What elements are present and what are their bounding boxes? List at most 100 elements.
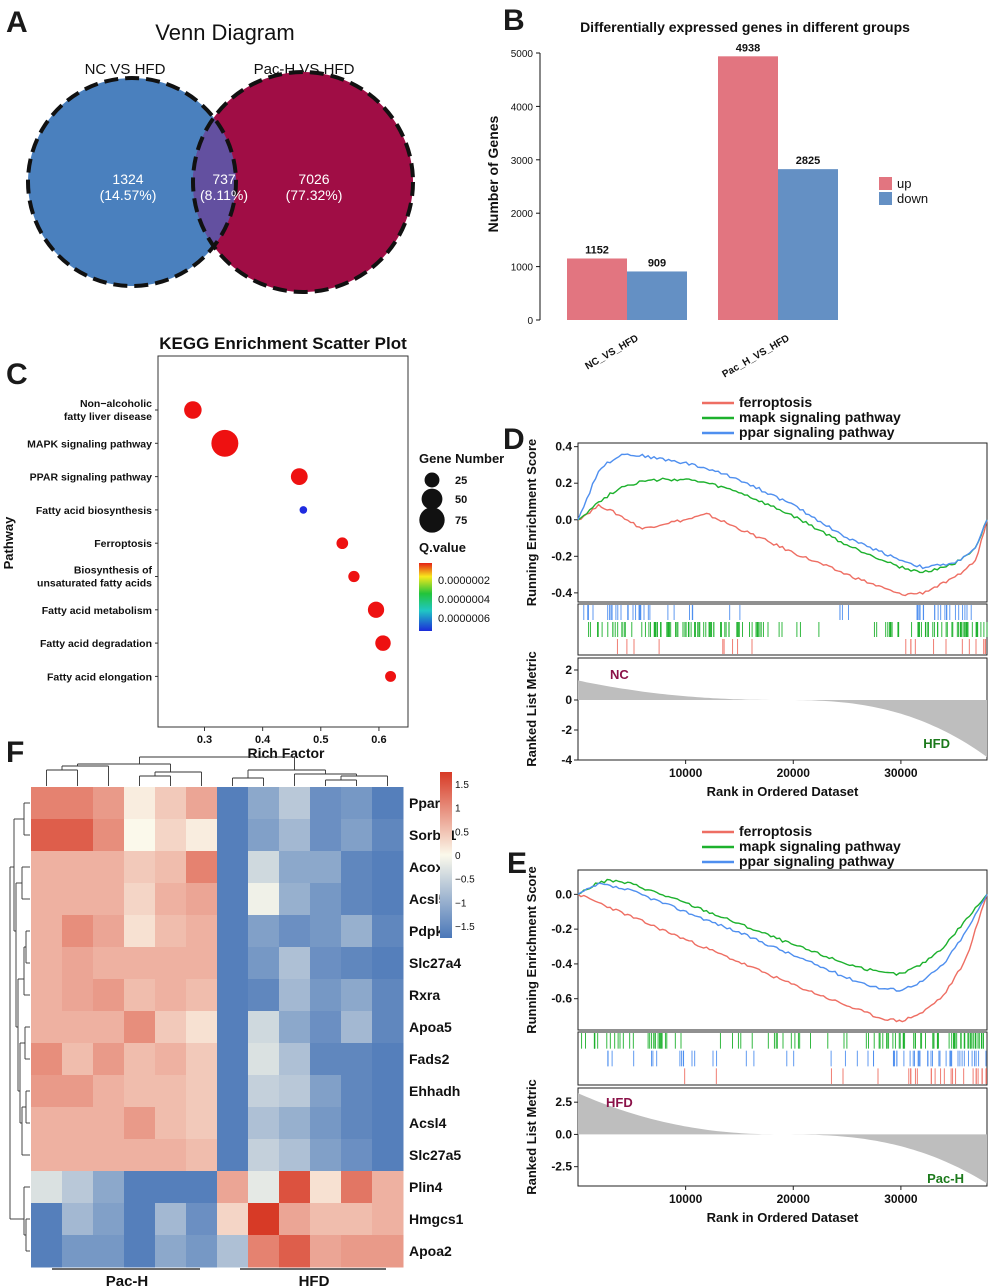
heatmap-cell [31,1203,63,1236]
heatmap-cell [124,1075,156,1108]
bar-x-tick-label: NC_VS_HFD [583,333,640,372]
heatmap-cell [93,1075,125,1108]
gsea-score-tick-label: -0.4 [551,957,572,971]
gsea-x-tick-label: 20000 [777,766,811,780]
bar-y-tick-label: 3000 [511,156,534,167]
heatmap-cell [279,819,311,852]
heatmap-cell [248,915,280,948]
heatmap-cell [279,1075,311,1108]
kegg-point [184,401,202,419]
heatmap-cell [372,1235,404,1268]
gsea-legend-label: ppar signaling pathway [739,853,895,869]
gsea-line-0 [577,893,988,1023]
venn-circle-left [28,78,236,286]
color-legend-tick-2: 0.0000004 [438,594,490,606]
heatmap-cell [186,1011,218,1044]
heatmap-cell [279,1011,311,1044]
gsea-legend-label: ppar signaling pathway [739,424,895,440]
gsea-xlabel: Rank in Ordered Dataset [707,784,859,799]
gsea-legend-label: mapk signaling pathway [739,409,901,425]
heatmap-cell [124,851,156,884]
bar-down-0 [627,271,687,320]
row-dendrogram [9,802,30,1252]
heatmap-cell [341,787,373,820]
heatmap-gene-label: Apoa5 [409,1019,452,1035]
heatmap-cell [62,787,94,820]
bar-value-label: 909 [648,257,666,269]
heatmap-cell [62,1235,94,1268]
heatmap-cell [248,947,280,980]
pathway-label: Fatty acid elongation [47,671,152,683]
heatmap-cell [372,1171,404,1204]
gsea-metric-tick-label: 2.5 [555,1095,572,1109]
heatmap-cell [310,1171,342,1204]
heatmap-cell [341,1043,373,1076]
panel-letter-e: E [507,847,527,880]
gsea-line-2 [577,882,988,992]
bar-y-tick-label: 1000 [511,263,534,274]
pathway-label-line1: Non−alcoholic [80,398,152,410]
gsea-score-tick-label: 0.2 [555,476,572,490]
heatmap-cell [124,915,156,948]
gsea-x-tick-label: 30000 [884,766,918,780]
heatmap-cell [31,787,63,820]
legend-label-up: up [897,176,911,191]
gsea-score-tick-label: -0.2 [551,922,572,936]
gsea-x-tick-label: 10000 [669,1192,703,1206]
kegg-scatter: KEGG Enrichment Scatter Plot Non−alcohol… [1,334,504,761]
venn-left-count: 1324 [112,171,143,187]
bar-y-tick-label: 4000 [511,102,534,113]
heatmap-cell [155,883,187,916]
heatmap-cell [31,1171,63,1204]
gsea-ylabel2: Ranked List Metric [524,651,539,767]
heatmap-colorbar-tick: 0 [455,851,461,862]
gsea-score-tick-label: -0.2 [551,549,572,563]
heatmap-cell [62,1203,94,1236]
size-legend-dot [421,488,443,510]
heatmap-cell [279,1139,311,1172]
heatmap-cell [279,915,311,948]
heatmap-cell [62,979,94,1012]
heatmap-cell [310,947,342,980]
heatmap-colorbar-ticks: 1.5 1 0.5 0 −0.5 −1 −1.5 [455,780,475,933]
heatmap-gene-label: Slc27a4 [409,955,461,971]
heatmap-cell [217,947,249,980]
heatmap-cell [248,1235,280,1268]
heatmap-cell [217,1171,249,1204]
heatmap-cell [124,1235,156,1268]
heatmap-cell [62,947,94,980]
heatmap-cell [248,851,280,884]
heatmap-cell [124,1043,156,1076]
size-legend-label: 50 [455,494,467,506]
gsea-line-0 [577,503,988,597]
heatmap-cell [93,883,125,916]
pathway-label: Fatty acid metabolism [42,605,152,617]
heatmap-cell [310,1011,342,1044]
heatmap-cell [248,1075,280,1108]
heatmap-cell [279,1043,311,1076]
heatmap-cell [372,883,404,916]
legend-swatch-up [879,177,892,190]
pathway-label: Fatty acid degradation [40,638,152,650]
heatmap-cell [31,1139,63,1172]
gsea-bottom-group-label: HFD [923,736,950,751]
heatmap-cell [279,1203,311,1236]
heatmap-cell [155,1043,187,1076]
heatmap-cell [372,1075,404,1108]
venn-diagram: Venn Diagram NC VS HFD Pac-H VS HFD 1324… [26,20,415,294]
gsea-top-group-label: NC [610,667,629,682]
heatmap-cell [62,851,94,884]
venn-circle-left-border [26,76,238,288]
heatmap-cell [155,787,187,820]
heatmap-cell [31,1075,63,1108]
heatmap-cell [248,819,280,852]
gsea-score-frame [577,869,988,1031]
heatmap-cell [372,1107,404,1140]
pathway-label-line2: fatty liver disease [64,411,152,423]
gsea-line-1 [577,878,988,976]
heatmap-cell [186,883,218,916]
heatmap-cell [248,1043,280,1076]
heatmap-cell [155,1011,187,1044]
heatmap-cell [31,1011,63,1044]
